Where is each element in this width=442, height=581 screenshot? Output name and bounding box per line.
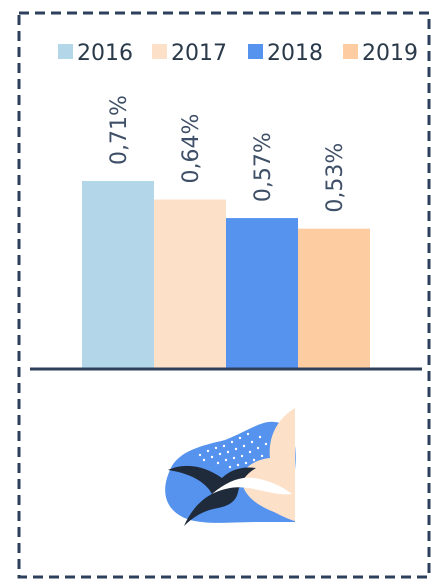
legend-label-2017: 2017 <box>171 41 227 66</box>
bird-wing-white <box>212 477 292 495</box>
wave-dots <box>198 432 268 469</box>
legend-label-2019: 2019 <box>362 41 418 66</box>
value-labels-group: 0,71% 0,64% 0,57% 0,53% <box>107 95 348 213</box>
legend-swatch-2017 <box>152 44 167 59</box>
bar-2016 <box>82 181 154 369</box>
legend: 2016 2017 2018 2019 <box>58 41 418 66</box>
value-label-2019: 0,53% <box>323 143 348 213</box>
legend-swatch-2018 <box>248 44 263 59</box>
legend-swatch-2019 <box>343 44 358 59</box>
bar-2018 <box>226 218 298 369</box>
legend-swatch-2016 <box>58 44 73 59</box>
bar-2019 <box>298 228 370 369</box>
dashed-border <box>17 11 431 579</box>
legend-label-2016: 2016 <box>77 41 133 66</box>
legend-label-2018: 2018 <box>267 41 323 66</box>
value-label-2016: 0,71% <box>107 95 132 165</box>
value-label-2017: 0,64% <box>179 114 204 184</box>
value-label-2018: 0,57% <box>251 132 276 202</box>
bird-illustration-icon <box>165 408 296 526</box>
bars-group <box>82 181 370 369</box>
bar-2017 <box>154 199 226 369</box>
